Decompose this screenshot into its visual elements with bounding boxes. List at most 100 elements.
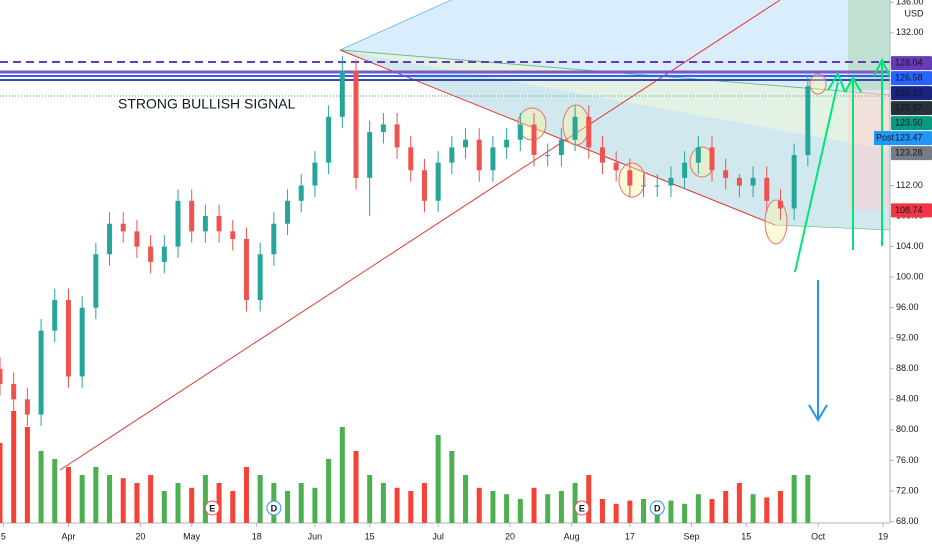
candle-body	[120, 223, 126, 232]
event-marker	[649, 500, 665, 516]
price-label-bg	[891, 116, 932, 131]
x-tick-label: Aug	[564, 531, 580, 541]
price-label: 123.47	[895, 132, 923, 142]
event-label: D	[271, 503, 278, 513]
volume-bar	[695, 494, 701, 523]
candle-body	[764, 177, 770, 201]
candle-body	[134, 231, 140, 247]
volume-bar	[613, 503, 619, 523]
candle-body	[312, 162, 318, 186]
candle-body	[79, 307, 85, 377]
x-tick-label: 15	[741, 531, 751, 541]
volume-bar	[38, 451, 44, 523]
candle-body	[599, 147, 605, 163]
candle-body	[93, 254, 99, 308]
candle-body	[805, 86, 811, 155]
price-label: 123.50	[895, 117, 923, 127]
volume-bar	[641, 499, 647, 523]
volume-bar	[723, 491, 729, 523]
x-tick-label: 5	[1, 531, 6, 541]
candle-body	[271, 223, 277, 255]
candle-body	[0, 368, 3, 385]
candle-body	[52, 300, 58, 331]
price-label-bg	[891, 203, 932, 218]
candle-body	[175, 200, 181, 247]
price-label-bg	[891, 146, 932, 161]
volume-bar	[0, 443, 3, 523]
volume-bar	[367, 475, 373, 523]
event-label: E	[209, 503, 215, 513]
y-tick-label: 112.00	[896, 180, 923, 190]
volume-bar	[668, 500, 674, 523]
candle-body	[326, 116, 332, 163]
candle-body	[682, 162, 688, 178]
volume-bar	[408, 491, 414, 523]
volume-bar	[257, 475, 263, 523]
volume-bar	[545, 494, 551, 523]
volume-bar	[394, 487, 400, 523]
x-tick-label: Sep	[683, 531, 699, 541]
candle-body	[668, 177, 674, 186]
circle	[764, 199, 788, 245]
x-tick-label: Oct	[811, 531, 826, 541]
candle-body	[161, 246, 167, 262]
candle-body	[791, 154, 797, 209]
x-tick-label: 19	[878, 531, 888, 541]
y-tick-label: 96.00	[896, 302, 919, 312]
currency: USD	[904, 8, 924, 18]
volume-bar	[421, 483, 427, 523]
arrow	[873, 57, 891, 246]
volume-bar	[791, 475, 797, 523]
candle-body	[723, 170, 729, 178]
candle-body	[777, 200, 783, 209]
x-tick-label: Jun	[308, 531, 323, 541]
volume-bar	[709, 499, 715, 523]
candle-body	[558, 139, 564, 155]
candle-body	[257, 254, 263, 301]
x-tick-label: 17	[625, 531, 635, 541]
candle-body	[476, 139, 482, 171]
price-tag: Post	[876, 132, 895, 142]
x-tick-label: May	[183, 531, 201, 541]
trend-line	[59, 0, 781, 471]
volume-bar	[202, 475, 208, 523]
volume-bar	[312, 487, 318, 523]
price-label-bg	[891, 131, 932, 146]
price-label: 126.12	[895, 87, 923, 97]
candle-body	[586, 116, 592, 148]
x-tick-label: Jul	[432, 531, 444, 541]
arrow	[794, 71, 846, 273]
volume-bar	[435, 435, 441, 523]
candle-body	[695, 147, 701, 163]
volume-bar	[490, 491, 496, 523]
y-tick-label: 136.00	[896, 0, 924, 7]
arrow	[844, 75, 862, 250]
candle-body	[107, 223, 113, 255]
event-marker	[204, 500, 220, 516]
y-tick-label: 100.00	[896, 272, 924, 282]
candle-body	[572, 116, 578, 140]
volume-bar	[750, 494, 756, 523]
candle-body	[449, 147, 455, 163]
volume-bar	[79, 475, 85, 523]
volume-bar	[463, 475, 469, 523]
candle-body	[148, 246, 154, 262]
volume-bar	[777, 491, 783, 523]
volume-bar	[353, 451, 359, 523]
candle-body	[408, 147, 414, 171]
volume-bar	[24, 427, 30, 523]
candle-body	[380, 124, 386, 133]
y-tick-label: 88.00	[896, 363, 919, 373]
y-tick-label: 84.00	[896, 394, 919, 404]
candle-body	[189, 200, 195, 232]
event-label: D	[654, 503, 661, 513]
candle-body	[38, 330, 44, 415]
candle-body	[216, 216, 222, 232]
candle-body	[435, 162, 441, 201]
volume-bar	[558, 491, 564, 523]
candle-body	[545, 154, 551, 156]
volume-bar	[230, 491, 236, 523]
candle-body	[339, 71, 345, 117]
circle	[809, 73, 827, 95]
